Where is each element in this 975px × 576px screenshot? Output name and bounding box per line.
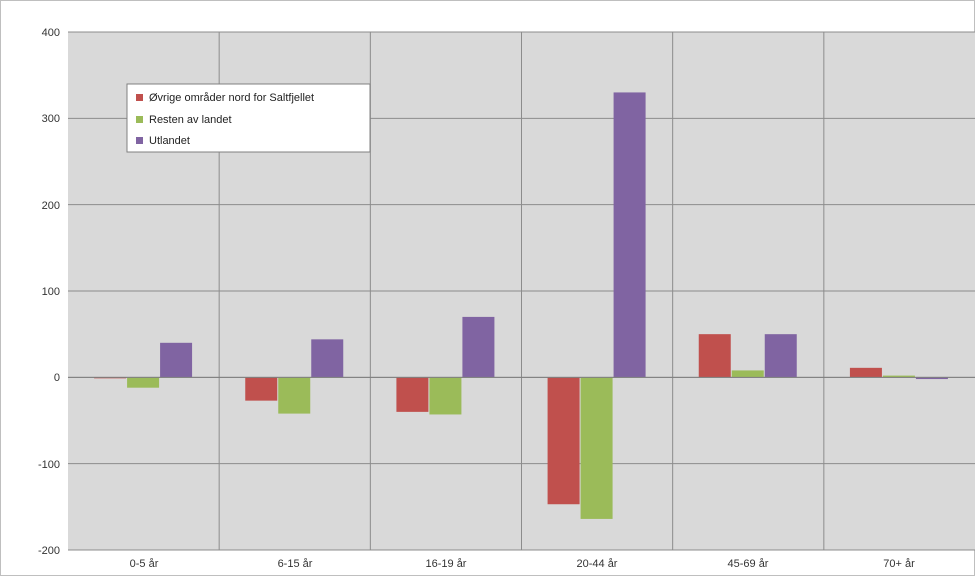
legend-box [126, 83, 371, 153]
bar [613, 92, 646, 378]
y-tick-label: -100 [38, 459, 60, 471]
bar [429, 377, 462, 415]
bar [915, 377, 948, 380]
bar [547, 377, 580, 505]
bar [311, 339, 344, 378]
x-tick-label: 0-5 år [130, 558, 159, 570]
legend-swatch [136, 116, 143, 123]
x-tick-label: 20-44 år [577, 558, 618, 570]
y-tick-label: 400 [42, 27, 60, 39]
legend: Øvrige områder nord for Saltfjellet Rest… [126, 83, 371, 153]
bar [764, 334, 797, 378]
x-axis: 0-5 år 6-15 år 16-19 år 20-44 år 45-69 å… [130, 558, 915, 570]
bar [849, 367, 882, 378]
bar [882, 375, 915, 378]
x-tick-label: 45-69 år [728, 558, 769, 570]
y-tick-label: 100 [42, 286, 60, 298]
y-tick-label: 0 [54, 372, 60, 384]
y-tick-label: 300 [42, 113, 60, 125]
bar [245, 377, 278, 401]
bar [580, 377, 613, 519]
y-axis: 400 300 200 100 0 -100 -200 [38, 27, 60, 557]
bar [698, 334, 731, 378]
legend-entry: Øvrige områder nord for Saltfjellet [149, 92, 314, 104]
bar [731, 370, 764, 378]
legend-entry: Resten av landet [149, 114, 232, 126]
legend-swatch [136, 137, 143, 144]
y-tick-label: -200 [38, 545, 60, 557]
x-tick-label: 6-15 år [278, 558, 313, 570]
bar [127, 377, 160, 388]
x-tick-label: 16-19 år [426, 558, 467, 570]
legend-swatch [136, 94, 143, 101]
x-tick-label: 70+ år [883, 558, 915, 570]
bar [160, 342, 193, 378]
bar [462, 316, 495, 378]
bar [278, 377, 311, 414]
bar [396, 377, 429, 412]
bars [94, 92, 948, 519]
y-tick-label: 200 [42, 200, 60, 212]
legend-entry: Utlandet [149, 135, 190, 147]
